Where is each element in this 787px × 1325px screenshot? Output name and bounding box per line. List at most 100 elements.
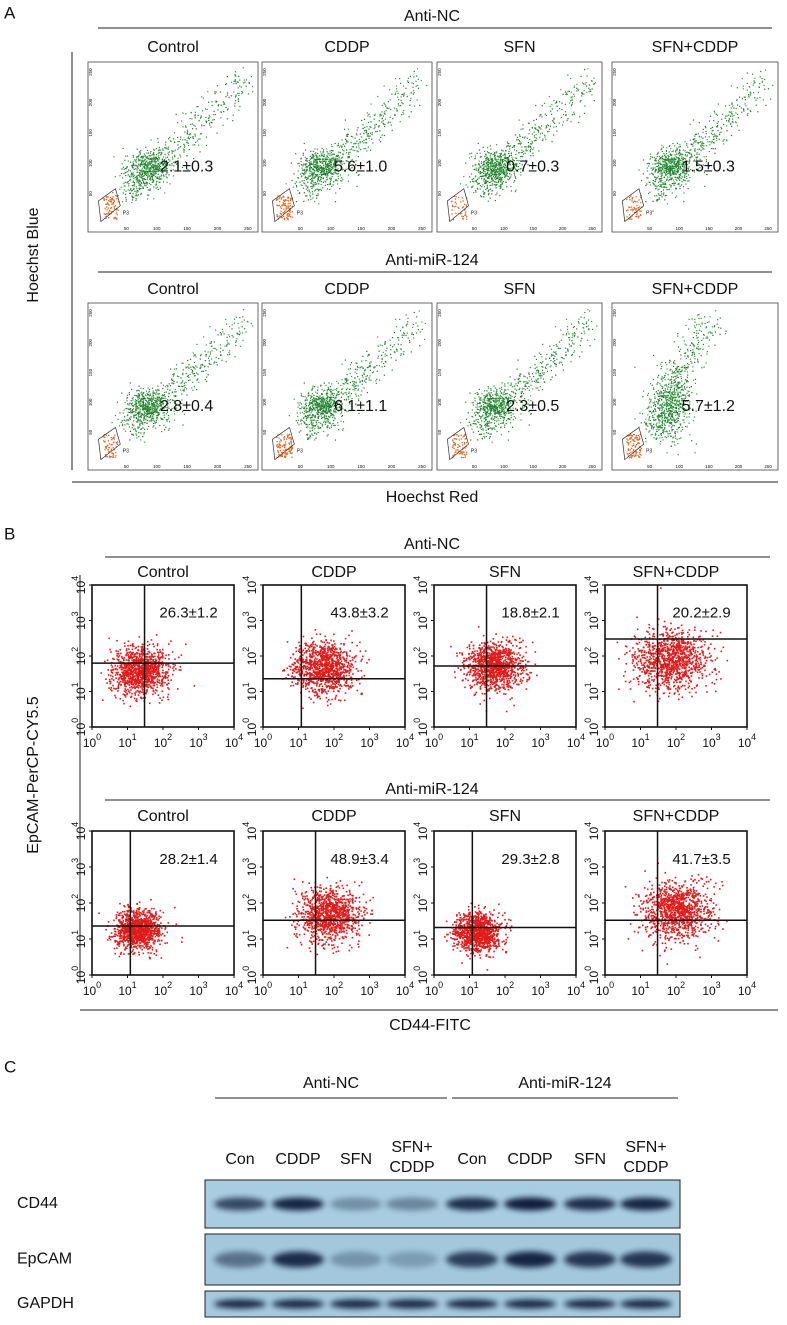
event: [164, 415, 165, 416]
event: [729, 119, 730, 120]
event: [348, 181, 349, 182]
event: [330, 184, 331, 185]
event: [309, 165, 310, 166]
event: [157, 403, 158, 404]
event: [528, 142, 529, 143]
event: [134, 191, 135, 192]
event: [704, 156, 705, 157]
x-tick-label: 100: [327, 226, 335, 231]
event: [486, 163, 487, 164]
event: [168, 418, 169, 419]
event: [396, 91, 397, 92]
event: [143, 161, 144, 162]
event: [317, 153, 318, 154]
event: [360, 141, 361, 142]
event: [409, 116, 410, 117]
gated-event: [115, 195, 116, 196]
event: [186, 394, 187, 395]
event: [160, 188, 161, 189]
event: [684, 192, 685, 193]
event: [342, 149, 343, 150]
event: [139, 180, 140, 181]
event: [143, 388, 144, 389]
event: [146, 173, 147, 174]
event: [692, 146, 693, 147]
event: [532, 127, 533, 128]
event: [662, 156, 663, 157]
event: [178, 376, 179, 377]
x-tick-label: 250: [418, 226, 426, 231]
gated-event: [284, 200, 285, 201]
event: [123, 167, 124, 168]
event: [153, 186, 154, 187]
event: [161, 152, 162, 153]
event: [153, 414, 154, 415]
event: [314, 167, 315, 168]
event: [503, 166, 504, 167]
event: [676, 180, 677, 181]
event: [683, 201, 684, 202]
event: [664, 161, 665, 162]
event: [142, 436, 143, 437]
event: [138, 428, 139, 429]
event: [466, 184, 467, 185]
event: [565, 92, 566, 93]
event: [121, 187, 122, 188]
event: [485, 158, 486, 159]
event: [673, 162, 674, 163]
event: [576, 84, 577, 85]
event: [699, 149, 700, 150]
event: [413, 94, 414, 95]
event: [532, 142, 533, 143]
event: [519, 141, 520, 142]
event: [196, 372, 197, 373]
event: [691, 154, 692, 155]
event: [679, 177, 680, 178]
event: [469, 153, 470, 154]
event: [666, 187, 667, 188]
event: [137, 167, 138, 168]
event: [137, 396, 138, 397]
event: [660, 195, 661, 196]
event: [546, 115, 547, 116]
gated-event: [287, 206, 288, 207]
event: [195, 117, 196, 118]
event: [127, 404, 128, 405]
event: [140, 164, 141, 165]
event: [320, 165, 321, 166]
event: [545, 139, 546, 140]
y-tick-label: 100: [437, 159, 442, 167]
event: [501, 153, 502, 154]
plot-frame: [88, 303, 258, 470]
event: [713, 148, 714, 149]
event: [576, 88, 577, 89]
event: [674, 177, 675, 178]
event: [182, 380, 183, 381]
event: [486, 169, 487, 170]
event: [206, 137, 207, 138]
event: [384, 366, 385, 367]
event: [488, 194, 489, 195]
event: [498, 165, 499, 166]
event: [483, 191, 484, 192]
event: [663, 193, 664, 194]
event: [143, 402, 144, 403]
event: [693, 139, 694, 140]
event: [239, 80, 240, 81]
event: [710, 128, 711, 129]
event: [154, 411, 155, 412]
event: [414, 71, 415, 72]
event: [160, 178, 161, 179]
event: [668, 189, 669, 190]
event: [677, 148, 678, 149]
event: [661, 175, 662, 176]
event: [152, 416, 153, 417]
event: [149, 163, 150, 164]
event: [502, 162, 503, 163]
event: [542, 133, 543, 134]
event: [552, 108, 553, 109]
event: [680, 169, 681, 170]
event: [308, 189, 309, 190]
event: [137, 390, 138, 391]
event: [159, 393, 160, 394]
